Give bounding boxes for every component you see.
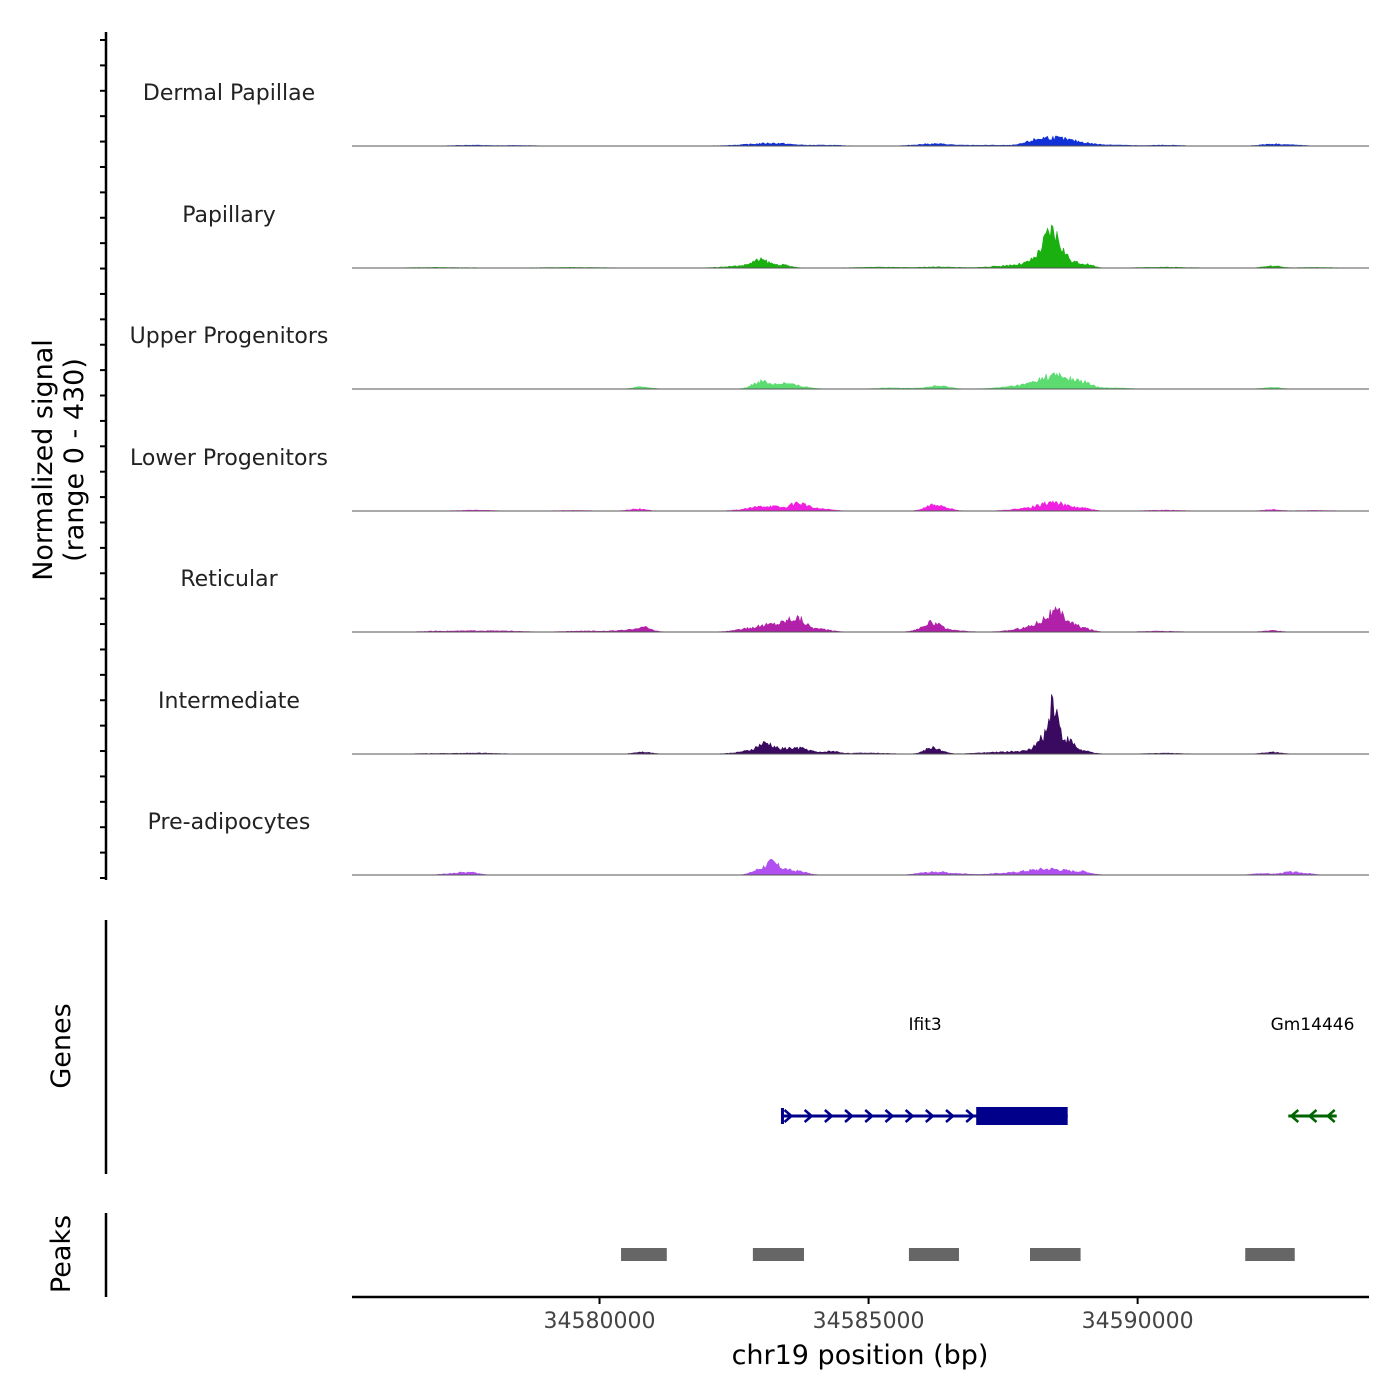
- strand-arrow: [1307, 1109, 1318, 1123]
- coverage-area: [395, 372, 1343, 390]
- strand-arrow: [824, 1109, 834, 1123]
- track-label: Pre-adipocytes: [148, 810, 311, 835]
- track-label: Dermal Papillae: [143, 81, 315, 106]
- gene-exon: [976, 1107, 1068, 1125]
- track-label: Upper Progenitors: [130, 324, 329, 349]
- track-papillary: Papillary: [182, 203, 1369, 269]
- gene-gm14446: Gm14446: [1271, 1015, 1355, 1123]
- gene-ifit3: Ifit3: [780, 1015, 1068, 1125]
- track-intermediate: Intermediate: [158, 689, 1369, 755]
- x-tick-label: 34585000: [813, 1309, 925, 1334]
- strand-arrow: [783, 1109, 794, 1123]
- x-axis-title: chr19 position (bp): [732, 1340, 989, 1371]
- track-label: Lower Progenitors: [130, 446, 328, 471]
- x-tick-label: 34580000: [544, 1309, 656, 1334]
- strand-arrow: [945, 1109, 955, 1123]
- peaks-track-title: Peaks: [46, 1215, 77, 1293]
- track-label: Papillary: [182, 203, 276, 228]
- peak-region: [1030, 1248, 1081, 1261]
- peak-region: [1245, 1248, 1295, 1261]
- peak-region: [752, 1248, 804, 1261]
- gene-label: Gm14446: [1271, 1015, 1355, 1035]
- strand-arrow: [904, 1109, 915, 1123]
- strand-arrow: [864, 1109, 875, 1123]
- track-upper-progenitors: Upper Progenitors: [130, 324, 1369, 390]
- track-lower-progenitors: Lower Progenitors: [130, 446, 1369, 512]
- genes-track: Ifit3 Gm14446: [780, 1015, 1355, 1125]
- track-reticular: Reticular: [180, 567, 1369, 633]
- track-label: Reticular: [180, 567, 278, 592]
- y-axis-title-line1: Normalized signal: [28, 339, 59, 581]
- y-axis-title-line2: (range 0 - 430): [59, 358, 90, 562]
- strand-arrow: [1325, 1109, 1336, 1123]
- strand-arrow: [884, 1109, 895, 1123]
- strand-arrow: [965, 1109, 976, 1123]
- peak-region: [908, 1248, 959, 1261]
- strand-arrow: [844, 1109, 854, 1123]
- coverage-area: [394, 224, 1343, 269]
- track-pre-adipocytes: Pre-adipocytes: [148, 810, 1369, 876]
- coverage-area: [395, 858, 1343, 876]
- coverage-area: [394, 694, 1343, 755]
- peaks-track: [621, 1248, 1295, 1261]
- peak-region: [621, 1248, 667, 1261]
- coverage-area: [395, 500, 1343, 512]
- genes-track-title: Genes: [46, 1003, 77, 1088]
- y-axis-title: Normalized signal (range 0 - 430): [28, 339, 90, 581]
- strand-arrow: [803, 1109, 814, 1123]
- signal-axis-ticks: [100, 39, 106, 879]
- strand-arrow: [1289, 1109, 1300, 1123]
- coverage-area: [395, 135, 1343, 147]
- strand-arrow: [924, 1109, 935, 1123]
- track-label: Intermediate: [158, 689, 300, 714]
- coverage-area: [395, 606, 1343, 633]
- gene-label: Ifit3: [908, 1015, 941, 1035]
- x-axis-ticks: 34580000 34585000 34590000: [544, 1297, 1194, 1334]
- coverage-tracks: Dermal Papillae Papillary Upper Progenitor…: [130, 81, 1369, 876]
- x-tick-label: 34590000: [1082, 1309, 1194, 1334]
- track-dermal-papillae: Dermal Papillae: [143, 81, 1369, 147]
